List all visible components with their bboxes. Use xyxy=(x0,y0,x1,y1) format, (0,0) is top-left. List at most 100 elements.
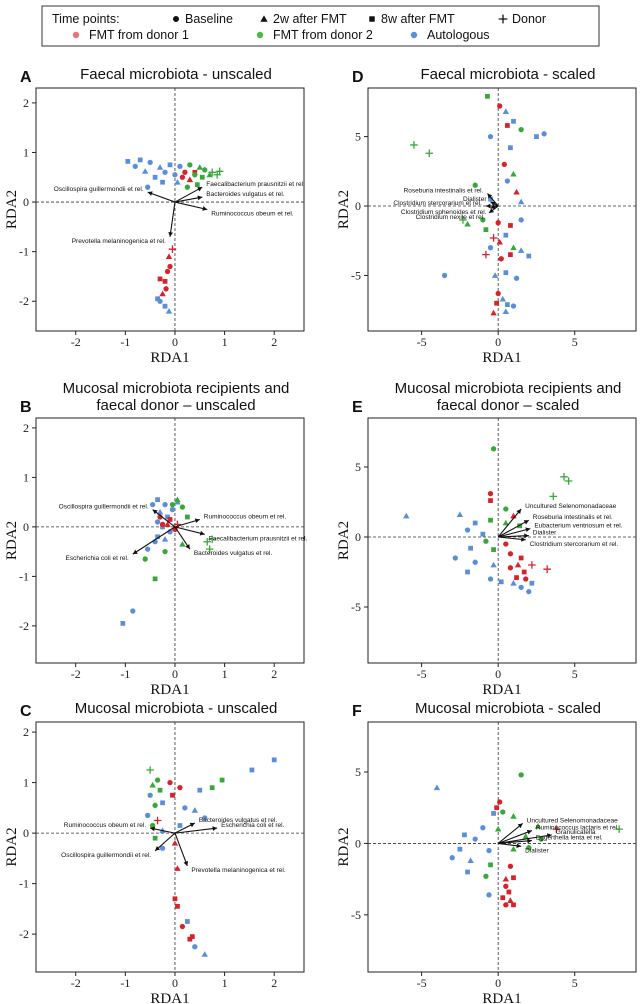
panel-c-point xyxy=(174,865,181,871)
panel-d-point xyxy=(487,245,494,251)
panel-b-loading-arrowhead xyxy=(185,544,190,550)
panel-b-loading-arrow xyxy=(152,509,176,528)
panel-d-point xyxy=(488,196,493,202)
panel-b-point xyxy=(120,621,126,626)
legend-marker-2w-after-fmt xyxy=(260,15,268,22)
panel-d-point xyxy=(499,295,506,302)
panel-f-point xyxy=(488,862,493,868)
panel-d-point xyxy=(472,182,478,188)
panel-f-y-tick-label: 5 xyxy=(355,765,361,779)
panel-f: F Mucosal microbiota - scaled -5 0 5 -5 0 5 RDA1… xyxy=(336,700,637,1004)
panel-a-y-tick-label: 0 xyxy=(23,195,29,209)
panel-f-point xyxy=(507,897,514,903)
panel-b-point xyxy=(154,519,161,525)
panel-c-point xyxy=(170,792,175,798)
panel-f-loading-arrow xyxy=(498,834,552,844)
panel-c-title-line: Mucosal microbiota - unscaled xyxy=(75,700,278,717)
panel-d-loading-label: Clostridium stercorarium et rel. xyxy=(393,200,482,207)
panel-c-x-tick-label: 0 xyxy=(172,976,178,990)
panel-e-point xyxy=(510,579,517,586)
panel-f-loading-label: Eggerthella lenta et rel. xyxy=(536,835,603,842)
panel-e-loading-arrowhead xyxy=(516,509,522,515)
panel-f-point xyxy=(500,809,506,815)
panel-a-x-tick-label: -2 xyxy=(71,335,81,349)
panel-c-point xyxy=(202,815,208,821)
panel-f-point xyxy=(497,799,503,805)
panel-b-point xyxy=(156,508,164,515)
panel-c-loading-label: Ruminococcus obeum et rel. xyxy=(64,822,147,829)
panel-c-point xyxy=(191,807,199,813)
panel-e-point xyxy=(529,580,535,586)
panel-e-x-axis-label: RDA1 xyxy=(482,682,521,698)
panel-a-loading-arrowhead xyxy=(202,206,208,211)
panel-d-point xyxy=(494,300,500,306)
panel-b-point xyxy=(179,504,186,510)
panel-c-point xyxy=(172,896,178,902)
panel-a-point xyxy=(157,276,163,282)
panel-e-title-line: Mucosal microbiota recipients and xyxy=(395,380,622,397)
panel-e-loading-label: Roseburia intestinalis et rel. xyxy=(533,514,613,521)
panel-e-frame xyxy=(367,417,637,664)
panel-f-title-line: Mucosal microbiota - scaled xyxy=(415,700,601,717)
panel-d-point xyxy=(513,275,520,281)
panel-e-point xyxy=(403,512,410,519)
panel-e-loading-label: Dialister xyxy=(533,530,557,537)
panel-a-point xyxy=(141,168,149,174)
panel-e-y-axis-label: RDA2 xyxy=(336,521,352,560)
legend-label-baseline: Baseline xyxy=(185,12,233,26)
panel-d: D Faecal microbiota - scaled -5 0 5 -5 0 5 RDA1 R… xyxy=(336,66,637,366)
panel-d-x-tick-label: 5 xyxy=(572,335,578,349)
panel-a-loading-arrowhead xyxy=(147,191,153,196)
legend-label-fmt-from-donor-2: FMT from donor 2 xyxy=(273,28,373,42)
panel-b-point xyxy=(173,520,182,529)
panel-c-point xyxy=(182,805,188,811)
panel-d-frame xyxy=(367,87,637,332)
panel-d-loading-arrowhead xyxy=(488,208,495,213)
panel-b-loading-arrow xyxy=(174,526,205,535)
panel-e-loading-label: Eubacterium ventriosum et rel. xyxy=(534,523,622,530)
panel-a-point xyxy=(162,169,168,175)
panel-e-point xyxy=(503,541,509,547)
panel-a-point xyxy=(172,172,178,178)
panel-e: E Mucosal microbiota recipients andfaecal… xyxy=(336,380,637,698)
panel-a-loading-label: Oscillospira guillermondii et rel. xyxy=(54,186,144,193)
panel-d-x-tick-label: -5 xyxy=(417,335,427,349)
panel-a-y-tick-label: -1 xyxy=(19,245,29,259)
panel-e-y-tick-label: -5 xyxy=(351,600,361,614)
panel-c-point xyxy=(159,845,166,851)
panel-a-point xyxy=(206,171,213,178)
panel-c-letter: C xyxy=(20,703,32,720)
panel-d-point xyxy=(503,270,509,276)
panel-c-y-tick-label: 0 xyxy=(23,826,29,840)
panel-b-x-tick-label: 0 xyxy=(172,667,178,681)
panel-b-point xyxy=(130,608,136,614)
panel-e-x-tick-label: -5 xyxy=(417,667,427,681)
panel-d-point xyxy=(510,303,517,309)
legend-swatch-fmt-from-donor-1 xyxy=(72,31,80,39)
panel-e-point xyxy=(507,551,514,557)
panel-f-point xyxy=(433,784,441,791)
panel-a-loading-arrow xyxy=(147,191,176,203)
panel-c-point xyxy=(201,951,208,957)
panel-f-point xyxy=(615,825,623,833)
panel-c-x-tick-label: -2 xyxy=(71,976,81,990)
panel-f-point xyxy=(486,847,492,854)
panel-c-loading-arrowhead xyxy=(155,846,161,851)
panel-a: A Faecal microbiota - unscaled -2 -1 0 1 2 -2 -1… xyxy=(4,66,305,366)
panel-f-point xyxy=(510,845,517,852)
legend-time-points-label: Time points: xyxy=(52,12,120,26)
panel-a-loading-arrow xyxy=(174,186,203,203)
panel-c-point xyxy=(187,936,193,942)
panel-f-letter: F xyxy=(352,703,362,720)
panel-b-frame xyxy=(35,417,305,664)
panel-d-loading-arrowhead xyxy=(490,204,496,210)
panel-c-point xyxy=(171,839,179,846)
panel-c-point xyxy=(271,757,277,763)
panel-c-y-tick-label: -1 xyxy=(19,877,29,891)
panel-a-point xyxy=(145,184,151,190)
panel-e-loading-arrowhead xyxy=(525,527,531,533)
panel-d-point xyxy=(425,149,434,158)
panel-d-y-tick-label: 0 xyxy=(355,199,361,213)
legend-time-points: Baseline 2w after FMT 8w after FMT Donor xyxy=(172,12,546,26)
panel-b-x-tick-label: 1 xyxy=(222,667,228,681)
